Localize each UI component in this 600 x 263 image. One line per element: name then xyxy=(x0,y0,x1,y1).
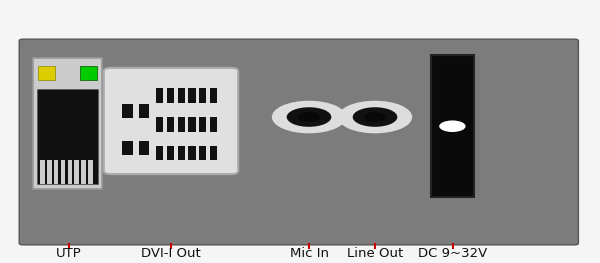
Circle shape xyxy=(353,107,397,127)
Circle shape xyxy=(287,107,331,127)
Bar xyxy=(199,146,206,160)
Bar xyxy=(210,88,217,103)
Circle shape xyxy=(338,101,412,133)
Bar xyxy=(47,160,52,184)
Bar xyxy=(188,88,196,103)
Bar xyxy=(139,104,149,118)
Bar xyxy=(54,160,58,184)
Circle shape xyxy=(298,112,320,122)
Bar xyxy=(80,66,97,80)
Circle shape xyxy=(255,93,363,141)
Bar xyxy=(199,117,206,132)
Bar xyxy=(74,160,79,184)
Bar xyxy=(156,146,163,160)
Bar xyxy=(156,88,163,103)
Bar xyxy=(199,88,206,103)
Bar xyxy=(431,55,474,197)
Text: DVI-I Out: DVI-I Out xyxy=(141,246,201,260)
Circle shape xyxy=(321,93,429,141)
Bar xyxy=(68,160,72,184)
Bar xyxy=(156,117,163,132)
Bar xyxy=(122,104,133,118)
Circle shape xyxy=(272,101,346,133)
Text: Line Out: Line Out xyxy=(347,246,403,260)
Bar xyxy=(167,88,174,103)
Circle shape xyxy=(439,120,466,132)
Bar xyxy=(122,141,133,155)
Circle shape xyxy=(364,112,386,122)
Bar xyxy=(178,88,185,103)
Bar xyxy=(37,89,98,184)
Bar xyxy=(139,141,149,155)
Text: Mic In: Mic In xyxy=(290,246,329,260)
Bar xyxy=(210,117,217,132)
Bar xyxy=(81,160,86,184)
Bar xyxy=(178,117,185,132)
FancyBboxPatch shape xyxy=(33,58,102,189)
Bar xyxy=(38,66,55,80)
Bar xyxy=(167,146,174,160)
Bar xyxy=(210,146,217,160)
Text: DC 9~32V: DC 9~32V xyxy=(418,246,488,260)
Bar xyxy=(88,160,92,184)
Bar xyxy=(178,146,185,160)
FancyBboxPatch shape xyxy=(104,68,238,174)
Text: UTP: UTP xyxy=(56,246,82,260)
Bar xyxy=(188,146,196,160)
FancyBboxPatch shape xyxy=(19,39,578,245)
Bar xyxy=(61,160,65,184)
Bar xyxy=(188,117,196,132)
Bar xyxy=(167,117,174,132)
Bar xyxy=(40,160,45,184)
